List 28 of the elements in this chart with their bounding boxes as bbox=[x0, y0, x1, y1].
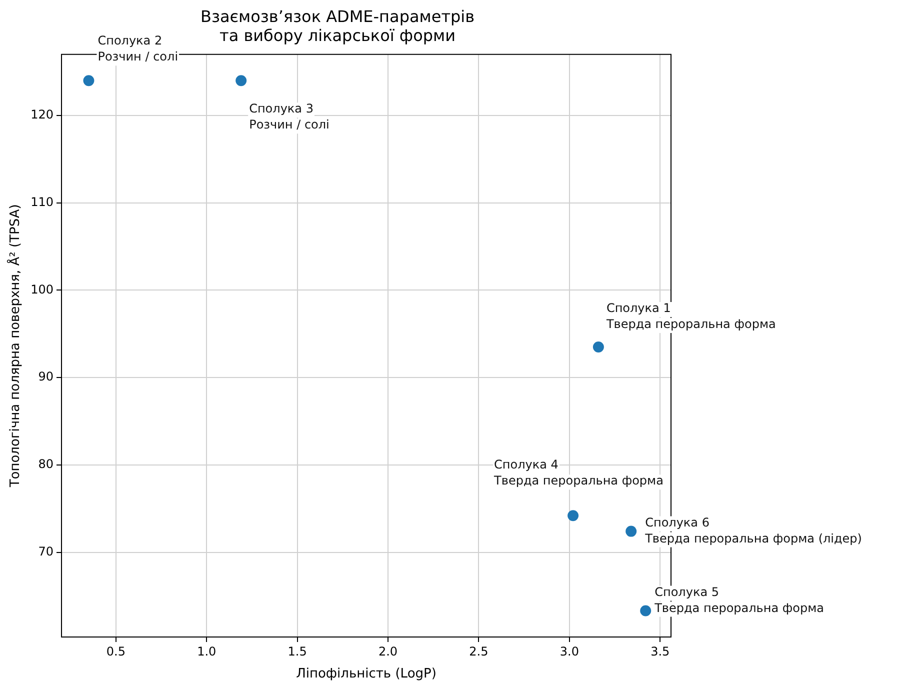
annotation: Сполука 3 Розчин / солі bbox=[249, 102, 330, 132]
y-tick-label: 90 bbox=[38, 370, 54, 384]
annotation: Сполука 1 Тверда пероральна форма bbox=[605, 301, 776, 332]
point bbox=[236, 75, 247, 86]
y-tick-label: 70 bbox=[38, 544, 54, 558]
x-tick-label: 1.0 bbox=[197, 644, 216, 658]
x-axis-title: Ліпофільність (LogP) bbox=[296, 666, 436, 682]
annotation: Сполука 2 Розчин / солі bbox=[98, 34, 178, 64]
x-tick-label: 3.5 bbox=[650, 644, 670, 658]
point bbox=[83, 75, 94, 86]
y-tick-label: 110 bbox=[30, 195, 54, 210]
point bbox=[640, 605, 652, 616]
x-tick-label: 2.5 bbox=[469, 644, 488, 658]
x-tick-label: 2.0 bbox=[378, 644, 398, 658]
annotation: Сполука 6 Тверда пероральна форма (лідер) bbox=[644, 515, 862, 546]
y-tick-label: 80 bbox=[38, 457, 54, 472]
y-tick-label: 100 bbox=[30, 282, 54, 296]
annotation: Сполука 5 Тверда пероральна форма bbox=[654, 584, 824, 615]
y-tick-label: 120 bbox=[30, 108, 54, 122]
point bbox=[592, 342, 604, 353]
x-tick-label: 1.5 bbox=[288, 644, 307, 658]
point bbox=[626, 526, 637, 537]
x-tick-label: 0.5 bbox=[106, 644, 126, 658]
y-axis-title: Топологічна полярна поверхня, Å² (TPSA) bbox=[6, 204, 24, 488]
point bbox=[568, 510, 579, 522]
annotation: Сполука 4 Тверда пероральна форма bbox=[493, 458, 664, 488]
chart-title: Взаємозв’язок ADME-параметрів та вибору лікарської форми bbox=[200, 6, 475, 45]
x-tick-label: 3.0 bbox=[560, 644, 579, 658]
